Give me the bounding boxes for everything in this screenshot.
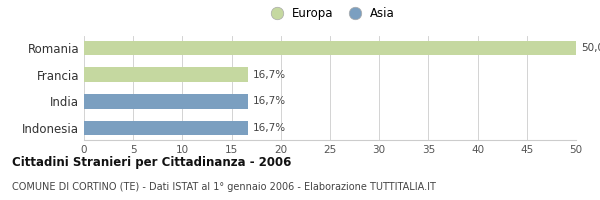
Text: 16,7%: 16,7%	[253, 96, 286, 106]
Bar	[84, 121, 248, 135]
Text: 16,7%: 16,7%	[253, 123, 286, 133]
Bar	[84, 94, 248, 109]
Bar	[84, 41, 576, 55]
Text: 50,0%: 50,0%	[581, 43, 600, 53]
Bar	[84, 67, 248, 82]
Legend: Europa, Asia: Europa, Asia	[260, 2, 400, 25]
Text: 16,7%: 16,7%	[253, 70, 286, 80]
Text: COMUNE DI CORTINO (TE) - Dati ISTAT al 1° gennaio 2006 - Elaborazione TUTTITALIA: COMUNE DI CORTINO (TE) - Dati ISTAT al 1…	[12, 182, 436, 192]
Text: Cittadini Stranieri per Cittadinanza - 2006: Cittadini Stranieri per Cittadinanza - 2…	[12, 156, 292, 169]
